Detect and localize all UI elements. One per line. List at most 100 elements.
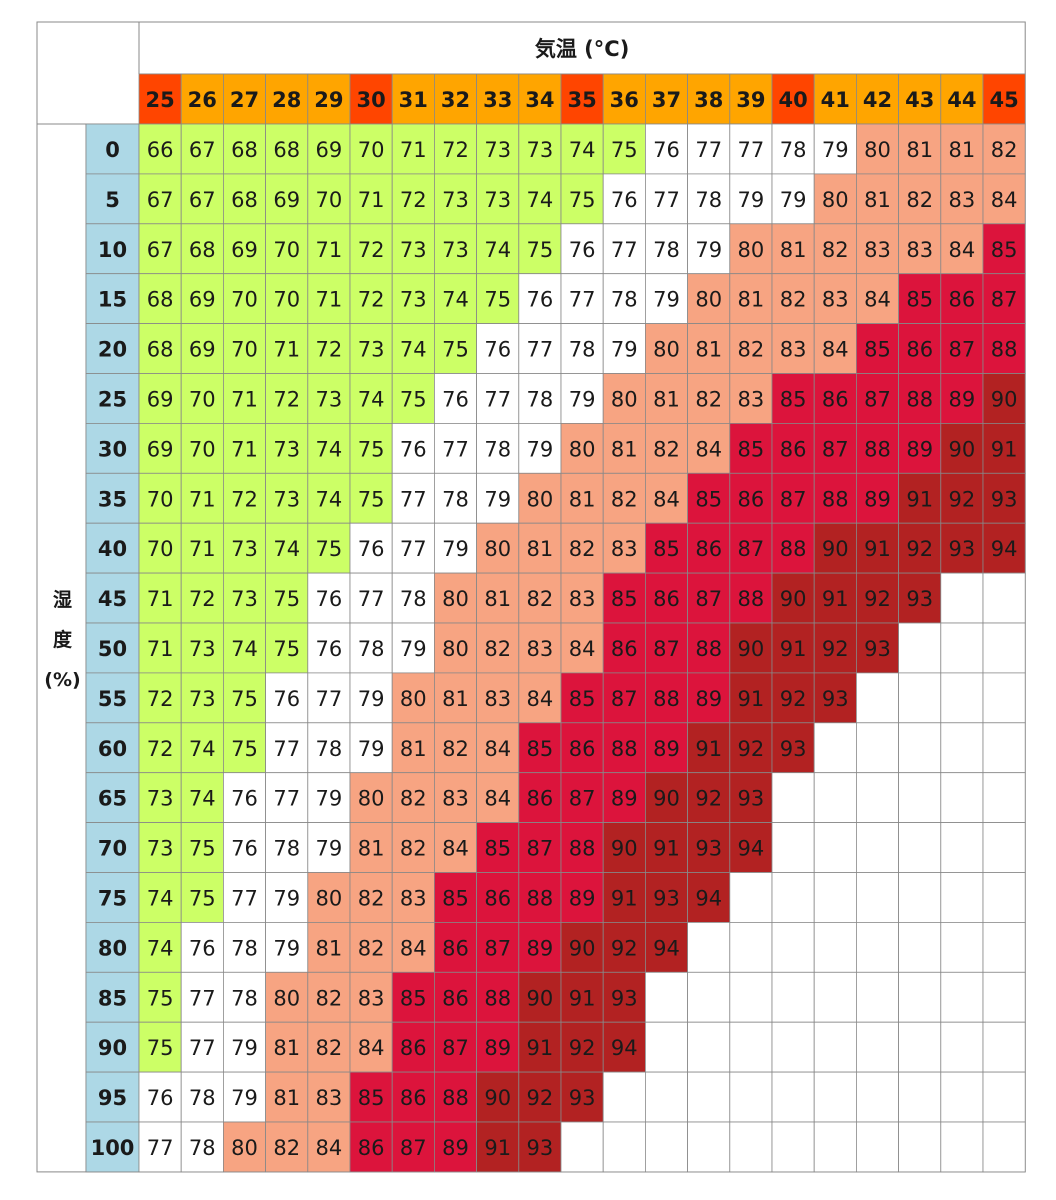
humidity-tick-label: 15	[98, 288, 127, 312]
heat-index-value: 86	[738, 487, 765, 511]
heat-index-value: 84	[569, 637, 596, 661]
heat-index-cell	[138, 273, 182, 325]
heat-index-cell	[265, 722, 309, 774]
heat-index-value: 77	[484, 387, 511, 411]
heat-index-value: 86	[653, 587, 680, 611]
heat-index-value: 89	[484, 1036, 511, 1060]
heat-index-cell	[180, 971, 224, 1023]
heat-index-value: 79	[611, 338, 638, 362]
heat-index-value: 76	[400, 437, 427, 461]
heat-index-value: 93	[569, 1086, 596, 1110]
heat-index-value: 73	[189, 687, 216, 711]
heat-index-cell	[940, 223, 984, 275]
y-axis-label-part: (%)	[44, 669, 80, 691]
heat-index-cell	[265, 373, 309, 424]
heat-index-cell	[180, 572, 224, 624]
heat-index-value: 84	[527, 687, 554, 711]
heat-index-value: 74	[273, 537, 300, 561]
heat-index-value: 92	[738, 737, 765, 761]
humidity-tick-label: 35	[98, 487, 127, 511]
heat-index-value: 72	[147, 737, 174, 761]
heat-index-value: 79	[231, 1086, 258, 1110]
humidity-tick-label: 30	[98, 437, 127, 461]
humidity-header-cell	[85, 722, 140, 774]
heat-index-value: 92	[906, 537, 933, 561]
heat-index-cell	[222, 522, 266, 574]
heat-index-value: 89	[527, 936, 554, 960]
heat-index-value: 70	[231, 338, 258, 362]
heat-index-value: 79	[400, 637, 427, 661]
heat-index-value: 76	[527, 288, 554, 312]
heat-index-value: 81	[527, 537, 554, 561]
heat-index-value: 92	[695, 787, 722, 811]
heat-index-value: 86	[611, 637, 638, 661]
heat-index-value: 76	[231, 787, 258, 811]
heat-index-cell	[433, 273, 477, 325]
heat-index-value: 81	[780, 238, 807, 262]
heat-index-value: 87	[695, 587, 722, 611]
heat-index-cell	[602, 622, 646, 674]
heat-index-cell	[518, 822, 562, 873]
heat-index-value: 75	[231, 737, 258, 761]
heat-index-cell	[856, 622, 900, 674]
empty-cell	[771, 872, 815, 923]
heat-index-cell	[687, 273, 731, 325]
heat-index-value: 76	[147, 1086, 174, 1110]
humidity-header-cell	[85, 572, 140, 624]
humidity-tick-label: 65	[98, 787, 127, 811]
heat-index-cell	[898, 323, 942, 374]
heat-index-value: 93	[695, 837, 722, 861]
humidity-tick-label: 5	[105, 188, 120, 212]
heat-index-cell	[729, 173, 773, 225]
heat-index-value: 75	[273, 637, 300, 661]
heat-index-value: 77	[358, 587, 385, 611]
heat-index-value: 85	[527, 737, 554, 761]
heat-index-cell	[602, 772, 646, 824]
heat-index-cell	[813, 622, 857, 674]
heat-index-cell	[222, 922, 266, 973]
heat-index-cell	[222, 1021, 266, 1073]
heat-index-cell	[391, 822, 435, 873]
heat-index-value: 88	[611, 737, 638, 761]
heat-index-cell	[729, 373, 773, 424]
heat-index-cell	[518, 622, 562, 674]
empty-cell	[940, 622, 984, 674]
heat-index-value: 76	[231, 837, 258, 861]
heat-index-cell	[391, 622, 435, 674]
empty-cell	[898, 772, 942, 824]
heat-index-value: 85	[906, 288, 933, 312]
heat-index-value: 78	[569, 338, 596, 362]
heat-index-value: 71	[316, 288, 343, 312]
heat-index-cell	[645, 472, 689, 524]
heat-index-value: 87	[864, 387, 891, 411]
heat-index-value: 75	[231, 687, 258, 711]
heat-index-cell	[560, 273, 604, 325]
empty-cell	[898, 622, 942, 674]
heat-index-cell	[645, 373, 689, 424]
heat-index-value: 94	[738, 837, 765, 861]
heat-index-value: 77	[273, 787, 300, 811]
heat-index-value: 74	[231, 637, 258, 661]
heat-index-value: 86	[358, 1136, 385, 1160]
humidity-header-cell	[85, 373, 140, 424]
heat-index-value: 80	[695, 288, 722, 312]
heat-index-value: 78	[189, 1136, 216, 1160]
heat-index-value: 88	[822, 487, 849, 511]
empty-cell	[940, 1071, 984, 1123]
heat-index-cell	[602, 872, 646, 923]
heat-index-cell	[391, 273, 435, 325]
heat-index-cell	[307, 373, 351, 424]
heat-index-cell	[518, 922, 562, 973]
heat-index-value: 82	[653, 437, 680, 461]
empty-cell	[940, 572, 984, 624]
heat-index-value: 87	[822, 437, 849, 461]
heat-index-value: 89	[695, 687, 722, 711]
heat-index-value: 76	[316, 587, 343, 611]
humidity-tick-label: 75	[98, 886, 127, 910]
heat-index-value: 88	[484, 986, 511, 1010]
heat-index-cell	[307, 1121, 351, 1173]
heat-index-value: 82	[273, 1136, 300, 1160]
heat-index-value: 83	[484, 687, 511, 711]
heat-index-cell	[222, 622, 266, 674]
heat-index-cell	[265, 522, 309, 574]
